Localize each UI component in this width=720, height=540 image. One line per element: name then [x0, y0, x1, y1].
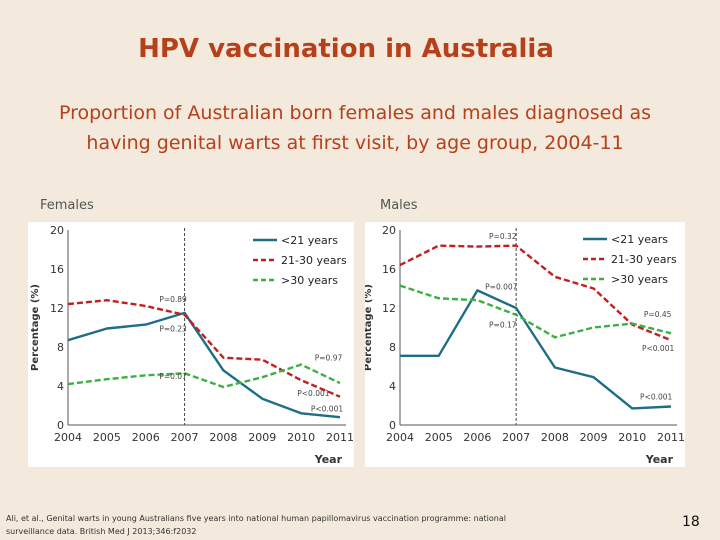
females-x-tick-label: 2011 — [326, 431, 354, 444]
males-y-tick-label: 0 — [389, 419, 396, 432]
females-series-line-0 — [67, 311, 341, 419]
males-legend-label-2: >30 years — [611, 273, 668, 286]
males-p-value-label: P=0.007 — [485, 282, 518, 291]
males-p-value-label: P=0.32 — [489, 232, 517, 241]
males-legend-label-1: 21-30 years — [611, 253, 677, 266]
females-x-tick-label: 2006 — [132, 431, 160, 444]
males-x-axis-label: Year — [645, 453, 674, 466]
subtitle-line-2: having genital warts at first visit, by … — [86, 132, 624, 154]
females-label: Females — [40, 198, 94, 213]
females-p-value-label: P=0.97 — [315, 354, 343, 363]
females-y-tick-label: 8 — [57, 341, 64, 354]
subtitle-line-1: Proportion of Australian born females an… — [58, 102, 651, 124]
females-p-value-label: P=0.23 — [159, 324, 187, 333]
males-legend-label-0: <21 years — [611, 233, 668, 246]
page-number: 18 — [682, 514, 700, 530]
males-p-value-label: P<0.001 — [642, 344, 675, 353]
males-x-tick-label: 2007 — [502, 431, 530, 444]
females-x-tick-label: 2009 — [248, 431, 276, 444]
males-x-tick-label: 2006 — [463, 431, 491, 444]
females-y-tick-label: 12 — [50, 302, 64, 315]
females-x-tick-label: 2004 — [54, 431, 82, 444]
females-y-tick-label: 16 — [50, 263, 64, 276]
females-series-line-1 — [67, 298, 341, 398]
males-series-line-1 — [399, 244, 672, 342]
males-y-tick-label: 16 — [382, 263, 396, 276]
females-y-tick-label: 20 — [50, 224, 64, 237]
females-x-tick-label: 2010 — [287, 431, 315, 444]
males-y-axis-label: Percentage (%) — [365, 284, 374, 371]
slide-subtitle: Proportion of Australian born females an… — [10, 98, 700, 158]
males-p-value-label: P=0.45 — [644, 310, 672, 319]
females-y-tick-label: 0 — [57, 419, 64, 432]
females-y-tick-label: 4 — [57, 380, 64, 393]
females-p-value-label: P<0.001 — [297, 389, 330, 398]
females-p-value-label: P<0.001 — [311, 404, 344, 413]
males-x-tick-label: 2005 — [425, 431, 453, 444]
males-y-tick-label: 4 — [389, 380, 396, 393]
males-y-tick-label: 20 — [382, 224, 396, 237]
females-x-axis-label: Year — [314, 453, 343, 466]
females-p-value-label: P=0.89 — [159, 295, 187, 304]
females-legend-label-0: <21 years — [281, 234, 338, 247]
males-x-tick-label: 2004 — [386, 431, 414, 444]
males-y-tick-label: 8 — [389, 341, 396, 354]
males-x-tick-label: 2011 — [657, 431, 685, 444]
males-p-value-label: P=0.17 — [489, 321, 517, 330]
females-x-tick-label: 2008 — [209, 431, 237, 444]
males-series-line-0 — [400, 289, 672, 410]
females-series-line-2 — [67, 363, 341, 389]
males-series-line-2 — [399, 284, 672, 339]
females-x-tick-label: 2007 — [171, 431, 199, 444]
males-x-tick-label: 2009 — [580, 431, 608, 444]
males-chart: Percentage (%) 0 4 8 12 16 20 2004 2005 2006 2007 2… — [365, 222, 685, 467]
females-x-tick-label: 2005 — [93, 431, 121, 444]
males-label: Males — [380, 198, 418, 213]
males-p-value-label: P<0.001 — [640, 393, 673, 402]
males-x-tick-label: 2010 — [618, 431, 646, 444]
females-y-axis-label: Percentage (%) — [30, 284, 41, 371]
females-p-value-label: P=0.07 — [159, 372, 187, 381]
females-legend-label-2: >30 years — [281, 274, 338, 287]
slide-title: HPV vaccination in Australia — [138, 34, 554, 64]
females-legend-label-1: 21-30 years — [281, 254, 347, 267]
females-chart: Percentage (%) 0 4 8 12 16 20 2004 2005 2006 2007 2… — [28, 222, 354, 467]
citation-line-2: surveillance data. British Med J 2013;34… — [6, 527, 197, 536]
citation: Ali, et al., Genital warts in young Aust… — [6, 512, 566, 538]
citation-line-1: Ali, et al., Genital warts in young Aust… — [6, 514, 506, 523]
males-x-tick-label: 2008 — [541, 431, 569, 444]
males-y-tick-label: 12 — [382, 302, 396, 315]
